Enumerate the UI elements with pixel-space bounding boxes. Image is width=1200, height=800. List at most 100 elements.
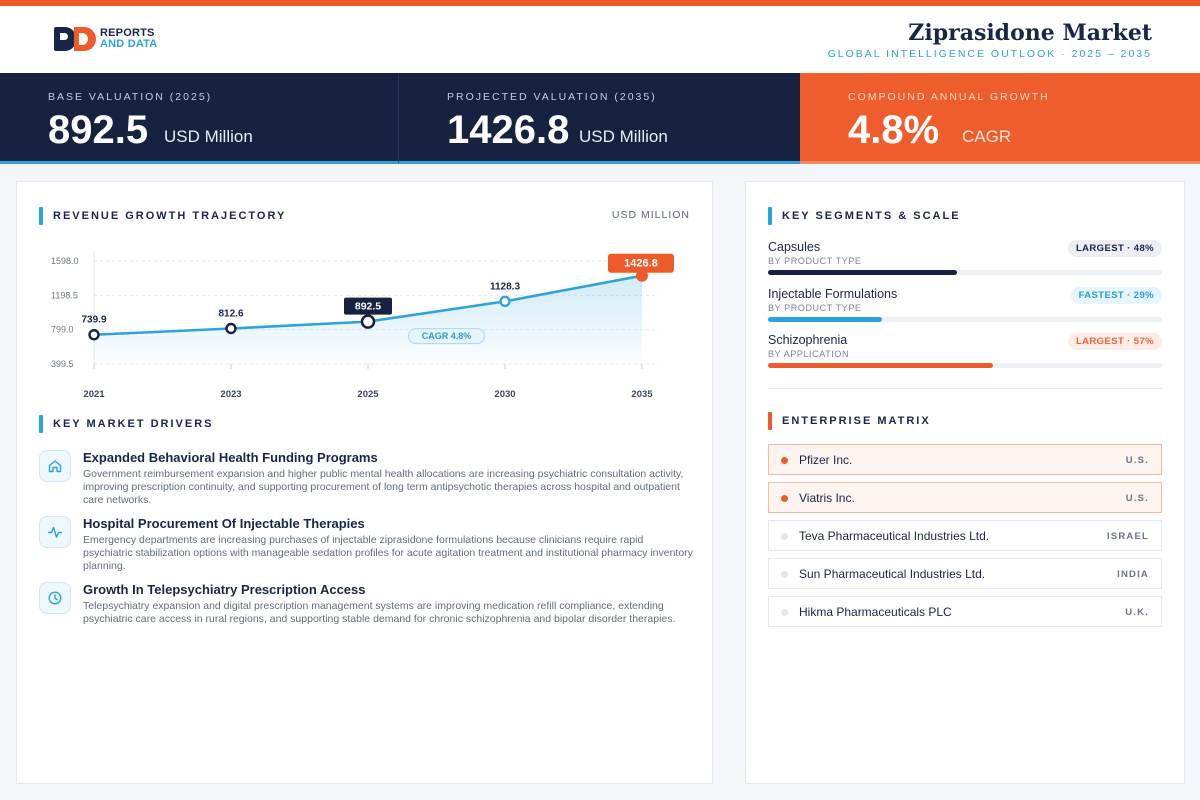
segment-category: BY APPLICATION bbox=[768, 349, 850, 359]
data-label: 1426.8 bbox=[624, 258, 658, 270]
data-label: 739.9 bbox=[81, 315, 106, 326]
company-logo[interactable]: REPORTS AND DATA bbox=[54, 27, 157, 51]
kpi-projected-valuation: PROJECTED VALUATION (2035) 1426.8 USD Mi… bbox=[399, 73, 800, 164]
logo-mark-icon bbox=[54, 27, 98, 51]
cagr-annotation: CAGR 4.8% bbox=[422, 331, 472, 341]
logo-text: REPORTS AND DATA bbox=[100, 28, 157, 50]
section-title-drivers: KEY MARKET DRIVERS bbox=[39, 415, 213, 433]
data-point bbox=[225, 322, 237, 335]
kpi-value: 4.8% bbox=[848, 108, 940, 152]
data-point bbox=[499, 295, 511, 308]
clock-icon bbox=[39, 582, 71, 614]
segment-category: BY PRODUCT TYPE bbox=[768, 256, 862, 266]
area-fill bbox=[94, 275, 642, 364]
segment-schizophrenia: Schizophrenia BY APPLICATION LARGEST · 5… bbox=[768, 333, 1162, 377]
enterprise-name: Pfizer Inc. bbox=[799, 453, 853, 467]
status-dot bbox=[781, 533, 788, 540]
data-label: 1128.3 bbox=[490, 281, 520, 292]
driver-title: Hospital Procurement Of Injectable Thera… bbox=[83, 516, 365, 531]
section-title-segments: KEY SEGMENTS & SCALE bbox=[768, 207, 961, 225]
x-tick-label: 2025 bbox=[357, 389, 379, 400]
segment-bar-track bbox=[768, 317, 1162, 322]
cagr-pill bbox=[408, 328, 485, 345]
kpi-strip: BASE VALUATION (2025) 892.5 USD Million … bbox=[0, 73, 1200, 164]
enterprise-country: U.K. bbox=[1125, 607, 1149, 618]
data-point bbox=[360, 314, 376, 329]
header: REPORTS AND DATA Ziprasidone Market GLOB… bbox=[0, 6, 1200, 73]
section-title-enterprise: ENTERPRISE MATRIX bbox=[768, 412, 931, 430]
kpi-unit: USD Million bbox=[579, 127, 668, 146]
enterprise-name: Teva Pharmaceutical Industries Ltd. bbox=[799, 529, 990, 543]
status-dot bbox=[781, 457, 788, 464]
status-dot bbox=[781, 571, 788, 578]
y-tick-label: 399.5 bbox=[51, 359, 74, 369]
section-title-revenue: REVENUE GROWTH TRAJECTORY bbox=[39, 207, 286, 225]
right-panel: KEY SEGMENTS & SCALE Capsules BY PRODUCT… bbox=[745, 181, 1185, 784]
enterprise-row[interactable]: Pfizer Inc. U.S. bbox=[768, 444, 1162, 475]
left-panel: REVENUE GROWTH TRAJECTORY USD MILLION 15… bbox=[16, 181, 713, 784]
kpi-label: PROJECTED VALUATION (2035) bbox=[447, 91, 657, 103]
segment-name: Injectable Formulations bbox=[768, 287, 898, 301]
segment-bar-fill bbox=[768, 317, 883, 322]
kpi-unit: USD Million bbox=[164, 127, 253, 146]
kpi-cagr: COMPOUND ANNUAL GROWTH 4.8% CAGR bbox=[800, 73, 1200, 164]
y-tick-label: 1198.5 bbox=[51, 290, 78, 300]
enterprise-row[interactable]: Teva Pharmaceutical Industries Ltd. ISRA… bbox=[768, 520, 1162, 551]
enterprise-name: Hikma Pharmaceuticals PLC bbox=[799, 605, 952, 619]
kpi-unit: CAGR bbox=[962, 127, 1012, 146]
segment-bar-fill bbox=[768, 270, 958, 275]
data-label: 892.5 bbox=[355, 301, 381, 313]
page-title: Ziprasidone Market bbox=[908, 20, 1152, 46]
driver-title: Expanded Behavioral Health Funding Progr… bbox=[83, 450, 378, 465]
revenue-line-chart: 1598.0 1198.5 799.0 399.5 2021 2023 2025 2030 20… bbox=[51, 251, 674, 400]
enterprise-country: ISRAEL bbox=[1106, 531, 1149, 542]
segment-badge: FASTEST · 29% bbox=[1070, 287, 1162, 304]
value-badge bbox=[344, 297, 392, 315]
enterprise-name: Sun Pharmaceutical Industries Ltd. bbox=[799, 567, 986, 581]
x-tick-label: 2023 bbox=[220, 389, 241, 400]
driver-description: Government reimbursement expansion and h… bbox=[83, 468, 684, 506]
data-point bbox=[88, 329, 100, 341]
enterprise-name: Viatris Inc. bbox=[799, 491, 855, 505]
x-tick-label: 2030 bbox=[494, 389, 515, 400]
enterprise-row[interactable]: Hikma Pharmaceuticals PLC U.K. bbox=[768, 596, 1162, 627]
segment-bar-track bbox=[768, 363, 1162, 368]
logo-line-1: REPORTS bbox=[100, 27, 155, 39]
logo-line-2: AND DATA bbox=[100, 38, 158, 50]
y-tick-label: 1598.0 bbox=[51, 256, 79, 266]
kpi-label: COMPOUND ANNUAL GROWTH bbox=[848, 91, 1050, 103]
pulse-icon bbox=[39, 516, 71, 548]
section-divider bbox=[768, 388, 1162, 389]
kpi-label: BASE VALUATION (2025) bbox=[48, 91, 213, 103]
segment-badge: LARGEST · 57% bbox=[1067, 333, 1162, 350]
segment-name: Schizophrenia bbox=[768, 333, 848, 347]
enterprise-row[interactable]: Sun Pharmaceutical Industries Ltd. INDIA bbox=[768, 558, 1162, 589]
segment-badge: LARGEST · 48% bbox=[1067, 240, 1162, 257]
data-point bbox=[636, 269, 648, 282]
value-badge bbox=[608, 253, 674, 273]
kpi-value: 1426.8 bbox=[447, 108, 570, 152]
segment-name: Capsules bbox=[768, 240, 821, 254]
driver-description: Emergency departments are increasing pur… bbox=[83, 534, 693, 572]
x-tick-label: 2035 bbox=[631, 389, 653, 400]
x-tick-label: 2021 bbox=[83, 389, 105, 400]
driver-title: Growth In Telepsychiatry Prescription Ac… bbox=[83, 582, 366, 597]
top-accent-bar bbox=[0, 0, 1200, 6]
kpi-value: 892.5 bbox=[48, 108, 149, 152]
segment-bar-fill bbox=[768, 363, 993, 368]
y-tick-label: 799.0 bbox=[51, 325, 74, 335]
status-dot bbox=[781, 495, 788, 502]
segment-capsules: Capsules BY PRODUCT TYPE LARGEST · 48% bbox=[768, 240, 1162, 284]
segment-injectable: Injectable Formulations BY PRODUCT TYPE … bbox=[768, 287, 1162, 331]
enterprise-country: INDIA bbox=[1117, 569, 1149, 580]
segment-category: BY PRODUCT TYPE bbox=[768, 303, 862, 313]
enterprise-country: U.S. bbox=[1125, 493, 1149, 504]
driver-description: Telepsychiatry expansion and digital pre… bbox=[83, 600, 676, 625]
home-icon bbox=[39, 450, 71, 482]
page-subtitle: GLOBAL INTELLIGENCE OUTLOOK · 2025 – 203… bbox=[827, 48, 1152, 60]
segment-bar-track bbox=[768, 270, 1162, 275]
enterprise-row[interactable]: Viatris Inc. U.S. bbox=[768, 482, 1162, 513]
enterprise-country: U.S. bbox=[1125, 455, 1149, 466]
data-label: 812.6 bbox=[218, 308, 243, 319]
chart-unit-label: USD MILLION bbox=[611, 209, 690, 221]
